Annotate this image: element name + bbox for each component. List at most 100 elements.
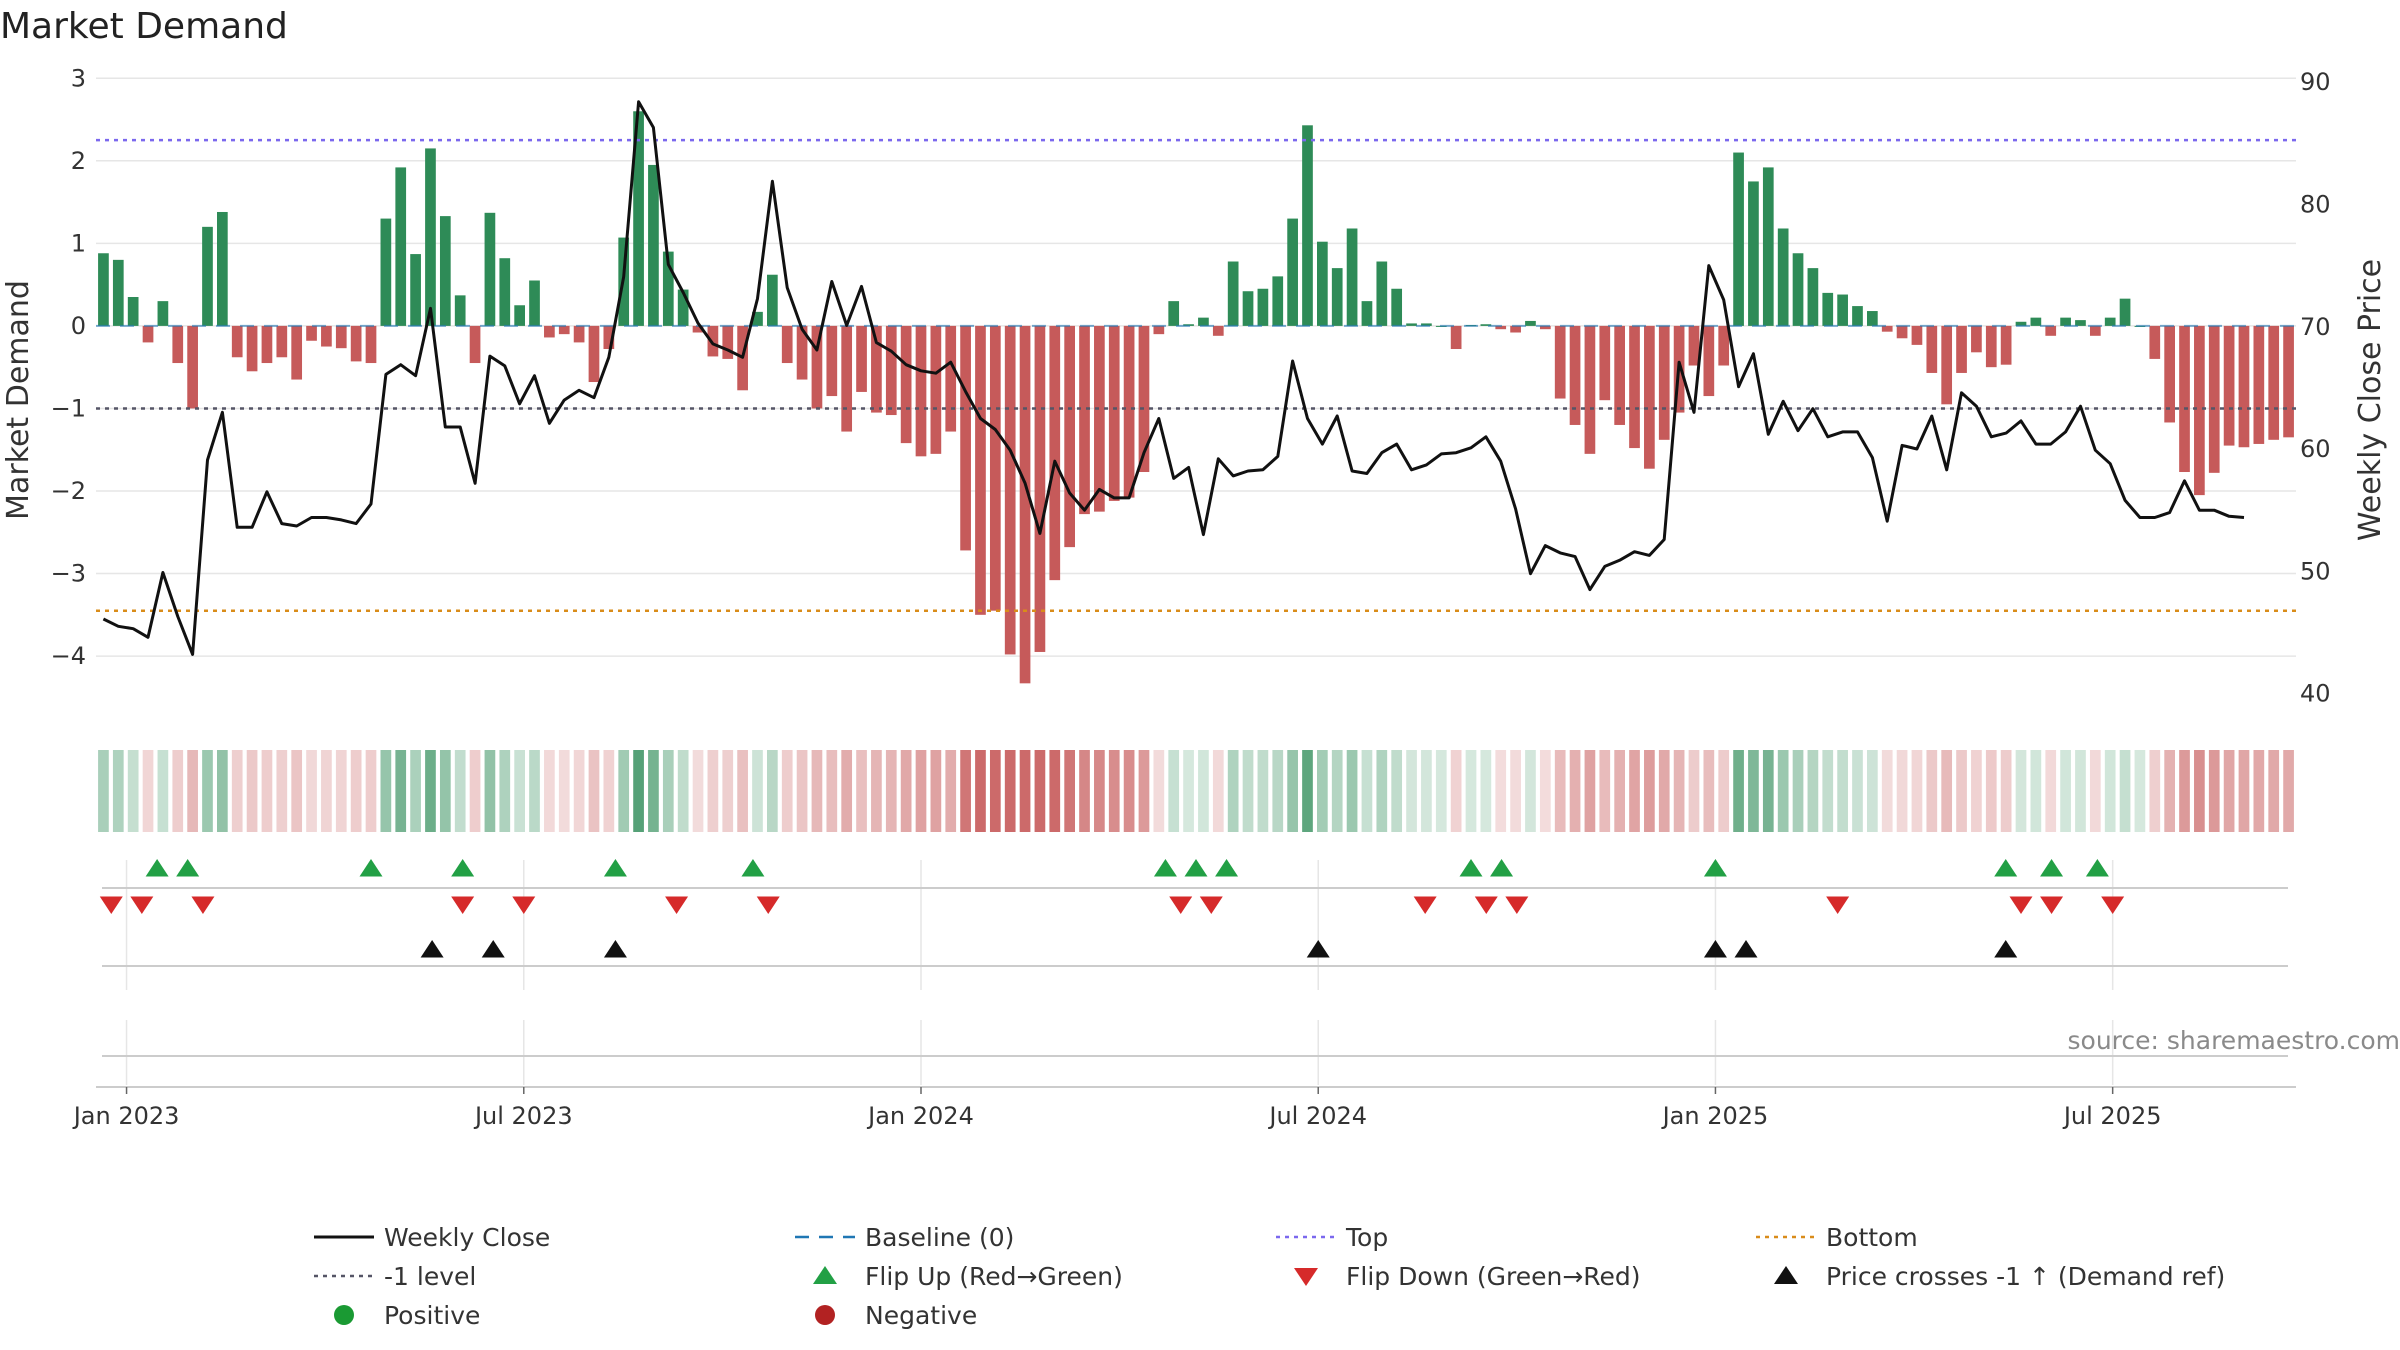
heat-cell [1985, 750, 1997, 832]
demand-bar [2208, 325, 2220, 473]
demand-bar [662, 251, 674, 326]
demand-bar [1242, 291, 1254, 326]
heat-cell [975, 750, 986, 832]
heat-cell [335, 750, 347, 832]
heat-cell [1748, 750, 1759, 832]
x-tick-label: Jan 2024 [866, 1102, 974, 1130]
heat-cell [960, 750, 971, 832]
demand-bar [1317, 241, 1328, 326]
heat-cell [1554, 750, 1566, 832]
heat-cell [365, 750, 377, 832]
heat-cell [648, 750, 659, 832]
flip-up-marker [451, 859, 475, 877]
demand-bar [2045, 325, 2057, 336]
heat-cell [2104, 750, 2116, 832]
reference-lines [96, 138, 2296, 612]
demand-bar [1733, 152, 1744, 326]
heat-cell [142, 750, 154, 832]
heat-cell [885, 750, 897, 832]
heat-cell [395, 750, 407, 832]
demand-bar [261, 325, 273, 364]
heat-cell [1108, 750, 1120, 832]
demand-bar [127, 297, 139, 326]
legend-swatch-circle [815, 1305, 835, 1325]
demand-bar [157, 301, 169, 326]
demand-bar [796, 325, 808, 380]
legend-label: Weekly Close [384, 1223, 550, 1252]
legend-item: Flip Up (Red→Green) [813, 1262, 1123, 1291]
demand-bar [1896, 325, 1908, 339]
demand-bar [1881, 325, 1893, 332]
heat-cell [1599, 750, 1611, 832]
demand-bar [1094, 325, 1105, 512]
heat-cell [1391, 750, 1403, 832]
heat-cell [707, 750, 719, 832]
demand-bar [2253, 325, 2265, 444]
heat-cell [469, 750, 481, 832]
demand-bar [1287, 218, 1298, 326]
y-left-tick-label: −1 [51, 394, 86, 422]
heat-cell [187, 750, 198, 832]
heat-cell [1123, 750, 1135, 832]
demand-bar [1198, 317, 1209, 326]
heat-cell [2089, 750, 2101, 832]
heat-cell [603, 750, 615, 832]
heat-cell [1376, 750, 1388, 832]
demand-bar [1644, 325, 1655, 469]
demand-bar [1034, 325, 1046, 652]
heat-cell [172, 750, 184, 832]
demand-bar [231, 325, 243, 358]
demand-bar [975, 325, 986, 615]
heat-cell [1406, 750, 1417, 832]
demand-bar [989, 325, 1001, 611]
heat-cell [1094, 750, 1105, 832]
demand-bar [2015, 321, 2027, 326]
heat-cell [796, 750, 808, 832]
heat-cell [2223, 750, 2235, 832]
demand-bar [187, 325, 198, 409]
demand-bar [811, 325, 823, 409]
heat-cell [1971, 750, 1982, 832]
heat-cell [157, 750, 169, 832]
demand-bar [900, 325, 912, 444]
demand-bar [2119, 298, 2131, 326]
demand-bar [1777, 228, 1789, 326]
demand-bar [2238, 325, 2250, 448]
heat-cell [439, 750, 451, 832]
heat-cell [2075, 750, 2086, 832]
demand-bar [172, 325, 184, 364]
heat-cell [662, 750, 674, 832]
demand-bar [1153, 325, 1165, 335]
y-right-tick-label: 70 [2300, 313, 2331, 341]
demand-bar [1688, 325, 1700, 366]
heat-cell [1807, 750, 1819, 832]
demand-bar [648, 164, 659, 326]
demand-bar [2030, 317, 2042, 326]
heat-cell [127, 750, 139, 832]
flip-up-marker [1490, 859, 1514, 877]
flip-up-marker [145, 859, 169, 877]
heat-cell [202, 750, 213, 832]
heat-cell [1539, 750, 1551, 832]
price-series [102, 100, 2245, 656]
heat-cell [633, 750, 644, 832]
heat-cell [1212, 750, 1224, 832]
flip-up-marker [1153, 859, 1177, 877]
demand-bar [1985, 325, 1997, 368]
flip-down-marker [1505, 896, 1529, 914]
demand-bar [885, 325, 897, 416]
y-right-tick-label: 90 [2300, 68, 2331, 96]
demand-bar [1272, 276, 1284, 326]
legend-item: -1 level [314, 1262, 476, 1291]
cross-up-marker [1734, 940, 1758, 958]
demand-bar [425, 148, 436, 326]
heat-cell [1435, 750, 1447, 832]
heat-cell [1153, 750, 1165, 832]
demand-bar [321, 325, 332, 347]
demand-bar [558, 325, 570, 335]
y-right-tick-label: 80 [2300, 190, 2331, 218]
demand-bar [544, 325, 555, 338]
demand-bar [722, 325, 734, 359]
flip-up-marker [2085, 859, 2109, 877]
demand-bar [677, 289, 689, 326]
